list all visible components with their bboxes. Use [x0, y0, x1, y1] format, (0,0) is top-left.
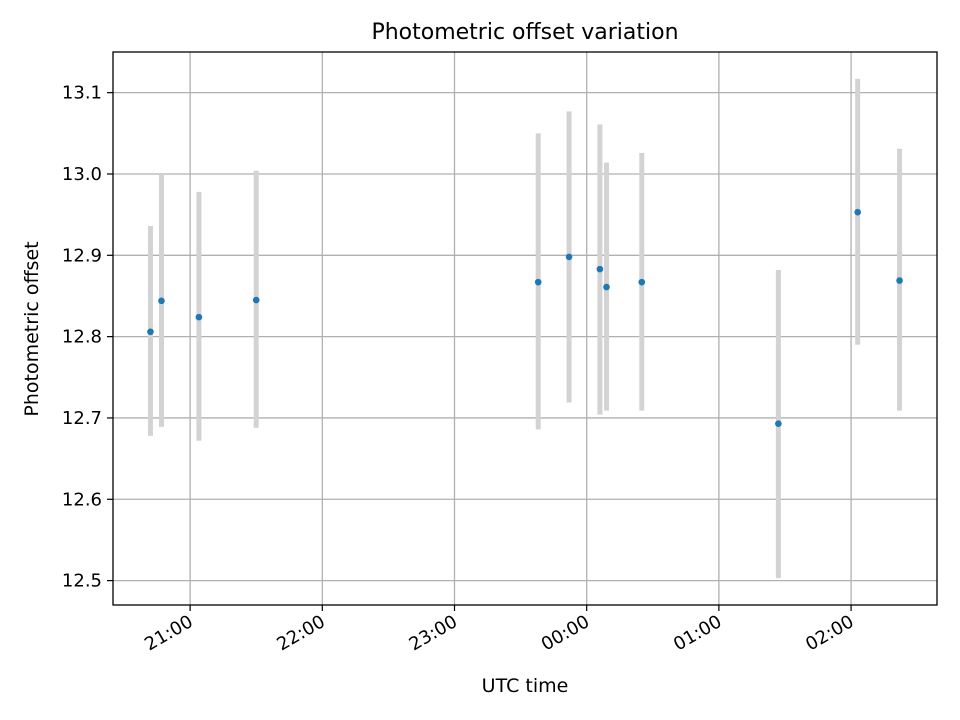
y-axis-ticks: 12.5 12.6 12.7 12.8 12.9 13.0 13.1	[62, 83, 113, 592]
grid	[113, 52, 937, 605]
chart-title: Photometric offset variation	[371, 20, 678, 45]
y-tick-label: 13.1	[62, 83, 102, 104]
y-axis-label: Photometric offset	[21, 241, 43, 416]
data-point	[638, 278, 646, 286]
y-tick-label: 12.7	[62, 408, 102, 429]
x-axis-label: UTC time	[482, 675, 569, 697]
data-point	[565, 253, 573, 261]
data-point	[158, 297, 165, 305]
y-tick-label: 12.8	[62, 327, 102, 348]
y-tick-label: 13.0	[62, 164, 102, 185]
data-point	[775, 420, 782, 427]
data-point	[896, 277, 903, 284]
data-point	[147, 328, 154, 336]
data-point	[603, 283, 610, 291]
plot-frame	[112, 51, 938, 606]
data-point	[195, 313, 203, 321]
data-point	[854, 208, 861, 216]
y-tick-label: 12.9	[62, 245, 102, 266]
data-point	[534, 278, 542, 286]
data-point	[596, 265, 604, 273]
data-point	[252, 296, 260, 304]
y-tick-label: 12.6	[62, 489, 102, 510]
data-points	[147, 208, 903, 427]
y-tick-label: 12.5	[62, 571, 102, 592]
